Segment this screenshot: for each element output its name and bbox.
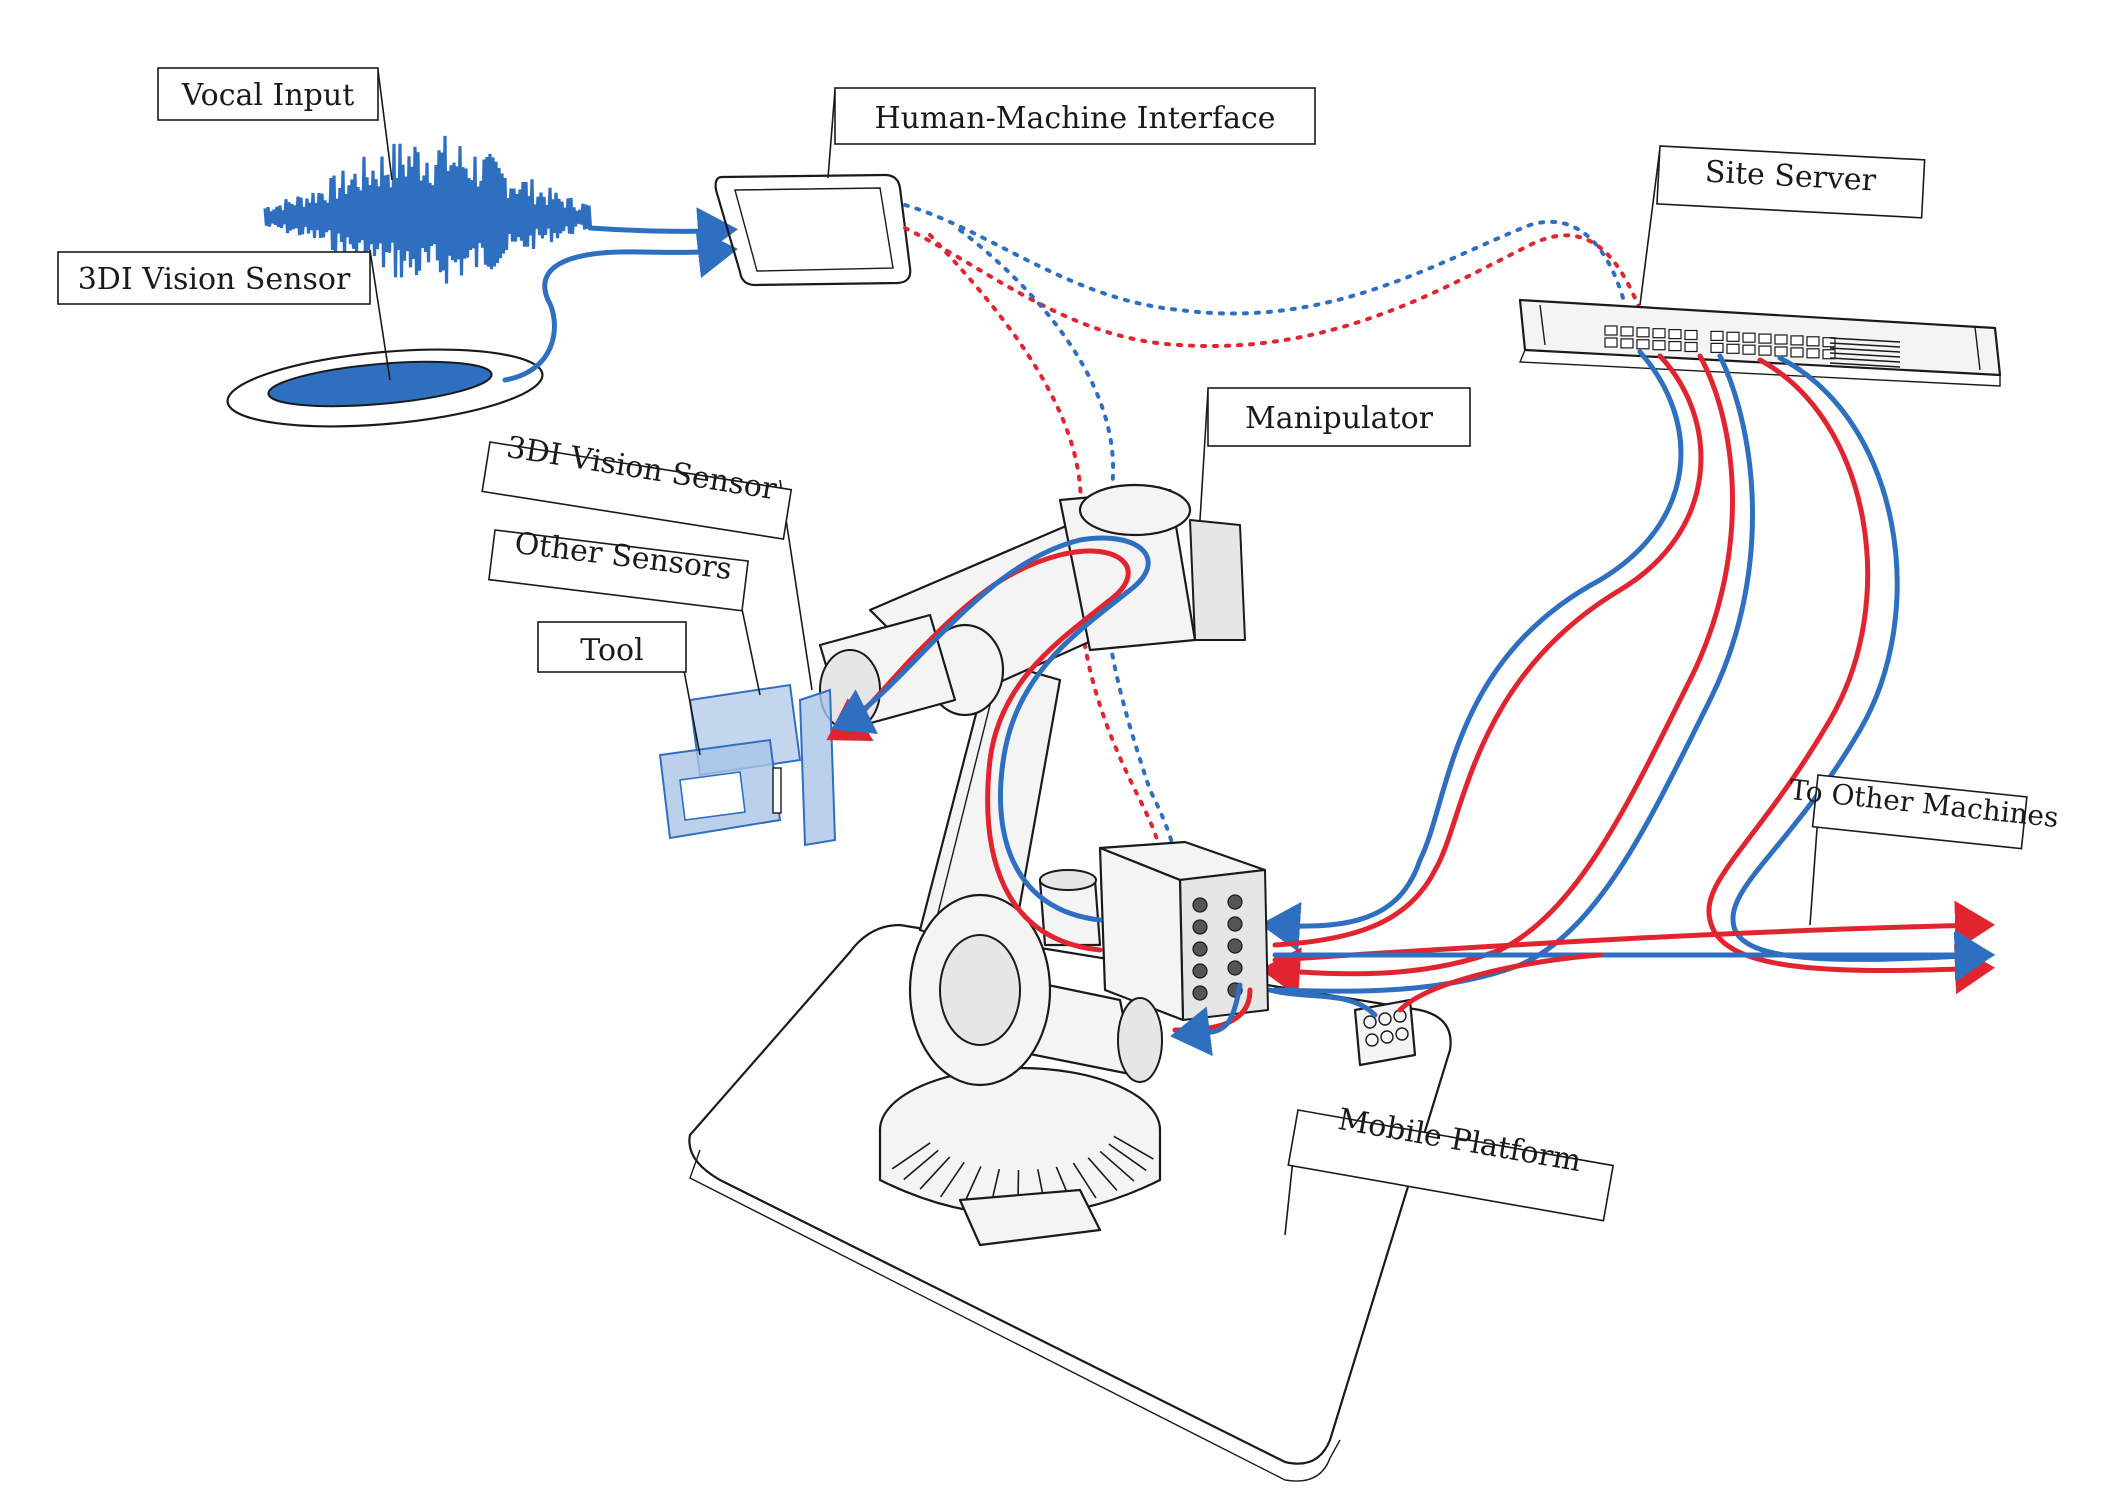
- base-rib: [919, 1156, 951, 1190]
- vision-sensor-station: [226, 228, 738, 428]
- label-vision-sensor-station: 3DI Vision Sensor: [57, 249, 391, 381]
- server-port: [1726, 331, 1740, 342]
- cabinet-port: [1227, 960, 1243, 976]
- server-grill-line: [1829, 357, 1901, 363]
- server-port: [1620, 338, 1634, 349]
- base-rib: [1108, 1143, 1147, 1172]
- server-port: [1620, 326, 1634, 337]
- cabinet-port: [1192, 985, 1208, 1001]
- svg-text:Human-Machine Interface: Human-Machine Interface: [874, 101, 1275, 136]
- robot-base: [878, 1066, 1162, 1247]
- server-port: [1742, 344, 1756, 355]
- lower-arm: [908, 658, 1062, 1087]
- server-port: [1710, 330, 1724, 341]
- server-status-grill: [1829, 337, 1901, 368]
- server-port: [1652, 340, 1666, 351]
- cabinet-ports: [1192, 894, 1243, 1001]
- base-rib: [1113, 1135, 1154, 1160]
- junction-box: [1267, 952, 1603, 1067]
- server-port: [1684, 329, 1698, 341]
- server-port: [1790, 347, 1804, 358]
- server-port: [1806, 336, 1820, 347]
- server-port: [1806, 348, 1820, 359]
- server-port: [1758, 333, 1772, 344]
- server-port: [1604, 337, 1618, 348]
- server-port: [1710, 342, 1724, 353]
- server-ports: [1604, 325, 1836, 360]
- server-wires: [1260, 349, 1995, 998]
- cabinet-port: [1227, 894, 1243, 910]
- server-port: [1726, 343, 1740, 354]
- server-port: [1636, 327, 1650, 338]
- cabinet-port: [1192, 941, 1208, 957]
- label-mobile-platform: Mobile Platform: [1284, 1102, 1615, 1236]
- server-port: [1668, 329, 1682, 340]
- label-hmi: Human-Machine Interface: [827, 87, 1316, 179]
- server-port: [1774, 334, 1788, 345]
- server-port: [1822, 337, 1836, 348]
- site-server: [1518, 298, 2002, 387]
- base-rib: [1087, 1157, 1118, 1191]
- cabinet-port: [1192, 963, 1208, 979]
- server-grill-line: [1829, 362, 1901, 368]
- cabinet-port: [1227, 916, 1243, 932]
- server-port: [1652, 328, 1666, 339]
- label-tool: Tool: [537, 621, 701, 756]
- cabinet-port: [1192, 897, 1208, 913]
- base-rib: [939, 1161, 965, 1198]
- end-effector-tool: [658, 683, 837, 847]
- server-port: [1684, 341, 1698, 353]
- base-rib: [1099, 1150, 1135, 1182]
- svg-text:Manipulator: Manipulator: [1245, 401, 1434, 436]
- label-vocal-input: Vocal Input: [157, 67, 393, 181]
- cabinet-port: [1227, 938, 1243, 954]
- server-grill-line: [1829, 352, 1901, 358]
- server-port: [1668, 341, 1682, 352]
- base-rib: [891, 1142, 931, 1170]
- server-grill-line: [1829, 342, 1901, 348]
- label-site-server: Site Server: [1639, 145, 1926, 306]
- cabinet-port: [1192, 919, 1208, 935]
- server-port: [1742, 332, 1756, 343]
- svg-text:3DI Vision Sensor: 3DI Vision Sensor: [78, 262, 351, 297]
- mobile-platform: [688, 923, 1452, 1482]
- hmi-tablet: [714, 173, 912, 287]
- label-to-other-machines: To Other Machines: [1788, 773, 2060, 926]
- server-grill-line: [1829, 347, 1901, 353]
- svg-text:Tool: Tool: [580, 633, 643, 668]
- server-port: [1790, 335, 1804, 346]
- server-port: [1774, 346, 1788, 357]
- server-grill-line: [1829, 337, 1901, 343]
- base-rib: [963, 1166, 982, 1204]
- controller-cabinet: [1098, 840, 1269, 1022]
- server-port: [1604, 325, 1618, 336]
- label-manipulator: Manipulator: [1199, 387, 1471, 521]
- base-rib: [1072, 1162, 1097, 1199]
- server-port: [1822, 349, 1836, 360]
- arm-wires: [826, 535, 1253, 1057]
- server-port: [1758, 345, 1772, 356]
- base-rib: [903, 1149, 939, 1181]
- svg-text:Vocal Input: Vocal Input: [181, 78, 355, 113]
- server-port: [1636, 339, 1650, 350]
